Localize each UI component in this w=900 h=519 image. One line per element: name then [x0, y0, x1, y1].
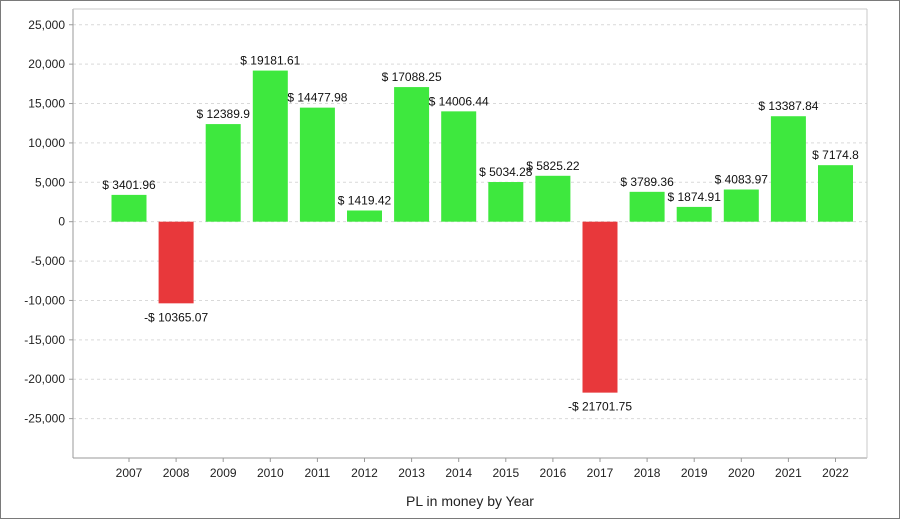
data-label-2017: -$ 21701.75: [568, 400, 632, 414]
x-tick-label: 2011: [304, 466, 330, 480]
bar-2019: [676, 206, 712, 222]
bar-2012: [347, 210, 382, 222]
bars: [111, 70, 853, 393]
bar-2016: [535, 175, 571, 222]
x-tick-label: 2007: [116, 466, 143, 480]
y-tick-label: -10,000: [24, 293, 65, 307]
data-label-2021: $ 13387.84: [758, 99, 818, 113]
data-label-2011: $ 14477.98: [287, 91, 347, 105]
data-label-2013: $ 17088.25: [382, 70, 442, 84]
bar-2007: [111, 194, 147, 222]
x-tick-label: 2018: [634, 466, 661, 480]
data-label-2020: $ 4083.97: [715, 173, 769, 187]
axes: 25,000 20,000 15,000 10,000 5,000 0 -5,000 -10,…: [24, 8, 868, 480]
x-tick-label: 2016: [540, 466, 567, 480]
y-tick-label: 10,000: [28, 136, 65, 150]
y-tick-label: -15,000: [24, 333, 65, 347]
y-tick-label: 0: [58, 215, 65, 229]
bar-2008: [158, 221, 194, 304]
x-axis-title: PL in money by Year: [406, 493, 534, 509]
bar-2020: [723, 189, 759, 222]
y-tick-label: 15,000: [28, 97, 65, 111]
bar-2011: [299, 107, 335, 222]
bar-2017: [582, 221, 618, 393]
bar-2013: [394, 87, 430, 222]
bar-2021: [770, 116, 806, 222]
data-label-2010: $ 19181.61: [240, 54, 300, 68]
data-label-2016: $ 5825.22: [526, 159, 580, 173]
x-tick-label: 2012: [351, 466, 378, 480]
data-label-2015: $ 5034.28: [479, 165, 533, 179]
y-tick-label: -20,000: [24, 372, 65, 386]
data-labels: $ 3401.96 -$ 10365.07 $ 12389.9 $ 19181.61 $…: [102, 54, 859, 414]
data-label-2014: $ 14006.44: [429, 94, 489, 108]
x-tick-label: 2015: [492, 466, 519, 480]
bar-2009: [205, 124, 241, 222]
y-tick-label: 5,000: [35, 175, 65, 189]
y-tick-label: 20,000: [28, 57, 65, 71]
data-label-2009: $ 12389.9: [197, 107, 251, 121]
data-label-2022: $ 7174.8: [812, 148, 859, 162]
data-label-2008: -$ 10365.07: [144, 310, 208, 324]
y-tick-label: -5,000: [31, 254, 65, 268]
y-tick-label: -25,000: [24, 412, 65, 426]
x-tick-label: 2019: [681, 466, 708, 480]
bar-2018: [629, 191, 665, 222]
bar-2022: [818, 165, 853, 222]
data-label-2012: $ 1419.42: [338, 194, 392, 208]
x-tick-label: 2010: [257, 466, 284, 480]
data-label-2019: $ 1874.91: [668, 190, 722, 204]
data-label-2018: $ 3789.36: [620, 175, 674, 189]
y-tick-label: 25,000: [28, 18, 65, 32]
x-tick-label: 2017: [587, 466, 614, 480]
x-tick-label: 2008: [163, 466, 190, 480]
x-tick-label: 2009: [210, 466, 237, 480]
x-tick-label: 2014: [445, 466, 472, 480]
x-tick-label: 2021: [775, 466, 802, 480]
x-tick-label: 2020: [728, 466, 755, 480]
bar-2015: [488, 182, 524, 222]
x-tick-label: 2013: [398, 466, 425, 480]
data-label-2007: $ 3401.96: [102, 178, 156, 192]
bar-2014: [441, 111, 477, 222]
bar-2010: [252, 70, 288, 222]
x-tick-label: 2022: [822, 466, 849, 480]
